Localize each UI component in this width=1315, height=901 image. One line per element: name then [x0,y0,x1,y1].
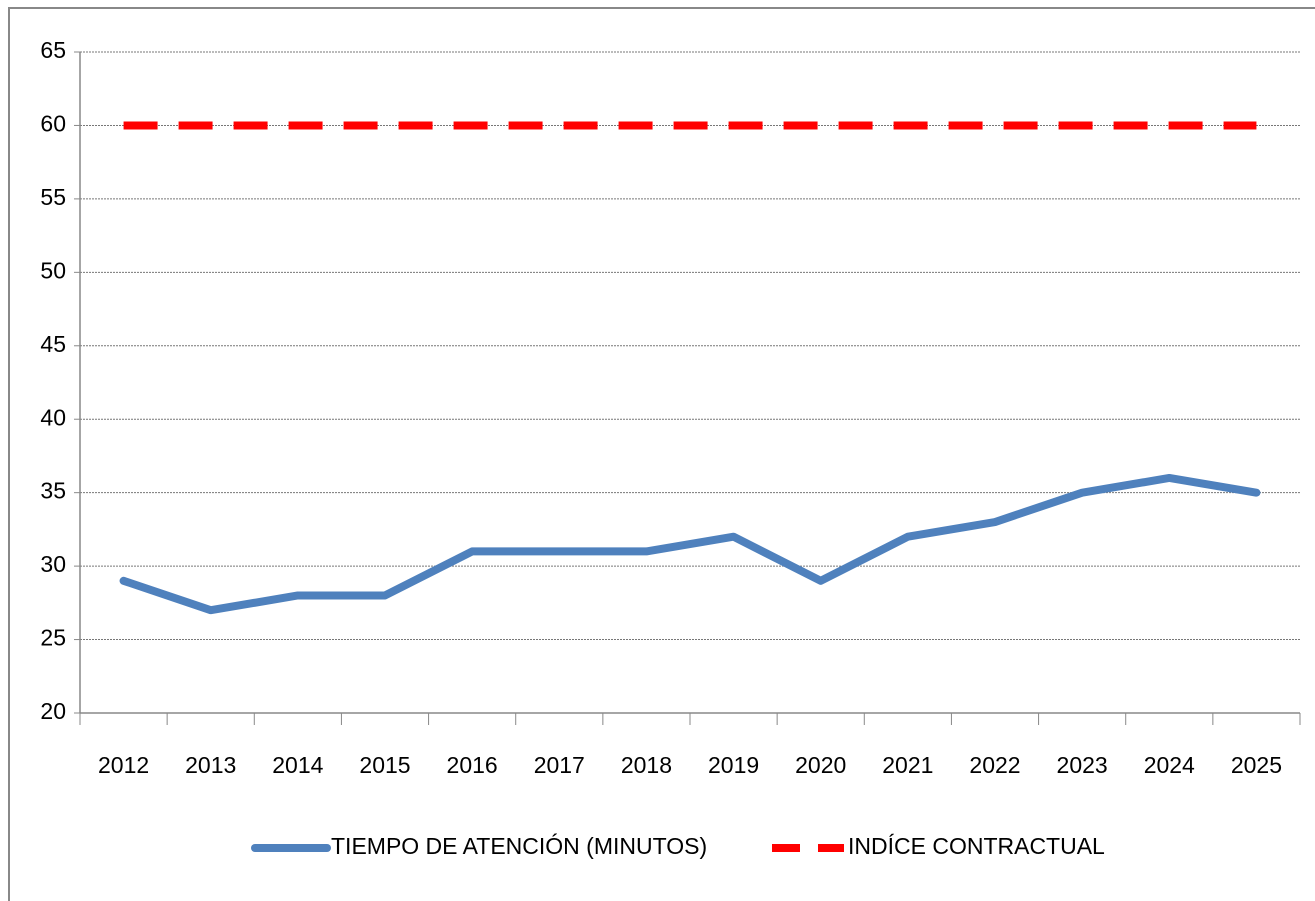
y-tick-label: 35 [40,478,66,504]
y-tick-label: 55 [40,184,66,210]
y-tick-label: 25 [40,625,66,651]
x-tick-label: 2021 [882,752,933,778]
legend-label: INDÍCE CONTRACTUAL [848,833,1105,859]
x-tick-label: 2014 [272,752,323,778]
x-tick-label: 2019 [708,752,759,778]
y-tick-label: 40 [40,404,66,430]
x-tick-label: 2024 [1144,752,1195,778]
series-line [119,473,1261,615]
x-tick-label: 2015 [359,752,410,778]
x-tick-label: 2012 [98,752,149,778]
x-tick-label: 2017 [534,752,585,778]
y-tick-label: 20 [40,698,66,724]
x-tick-label: 2016 [447,752,498,778]
chart-frame [8,7,1315,901]
x-tick-label: 2025 [1231,752,1282,778]
y-tick-label: 65 [40,37,66,63]
y-tick-label: 60 [40,111,66,137]
y-tick-label: 45 [40,331,66,357]
y-tick-label: 30 [40,551,66,577]
x-tick-label: 2022 [969,752,1020,778]
x-tick-label: 2020 [795,752,846,778]
legend-label: TIEMPO DE ATENCIÓN (MINUTOS) [331,833,707,859]
y-tick-label: 50 [40,257,66,283]
x-tick-label: 2018 [621,752,672,778]
x-tick-label: 2023 [1057,752,1108,778]
x-tick-label: 2013 [185,752,236,778]
